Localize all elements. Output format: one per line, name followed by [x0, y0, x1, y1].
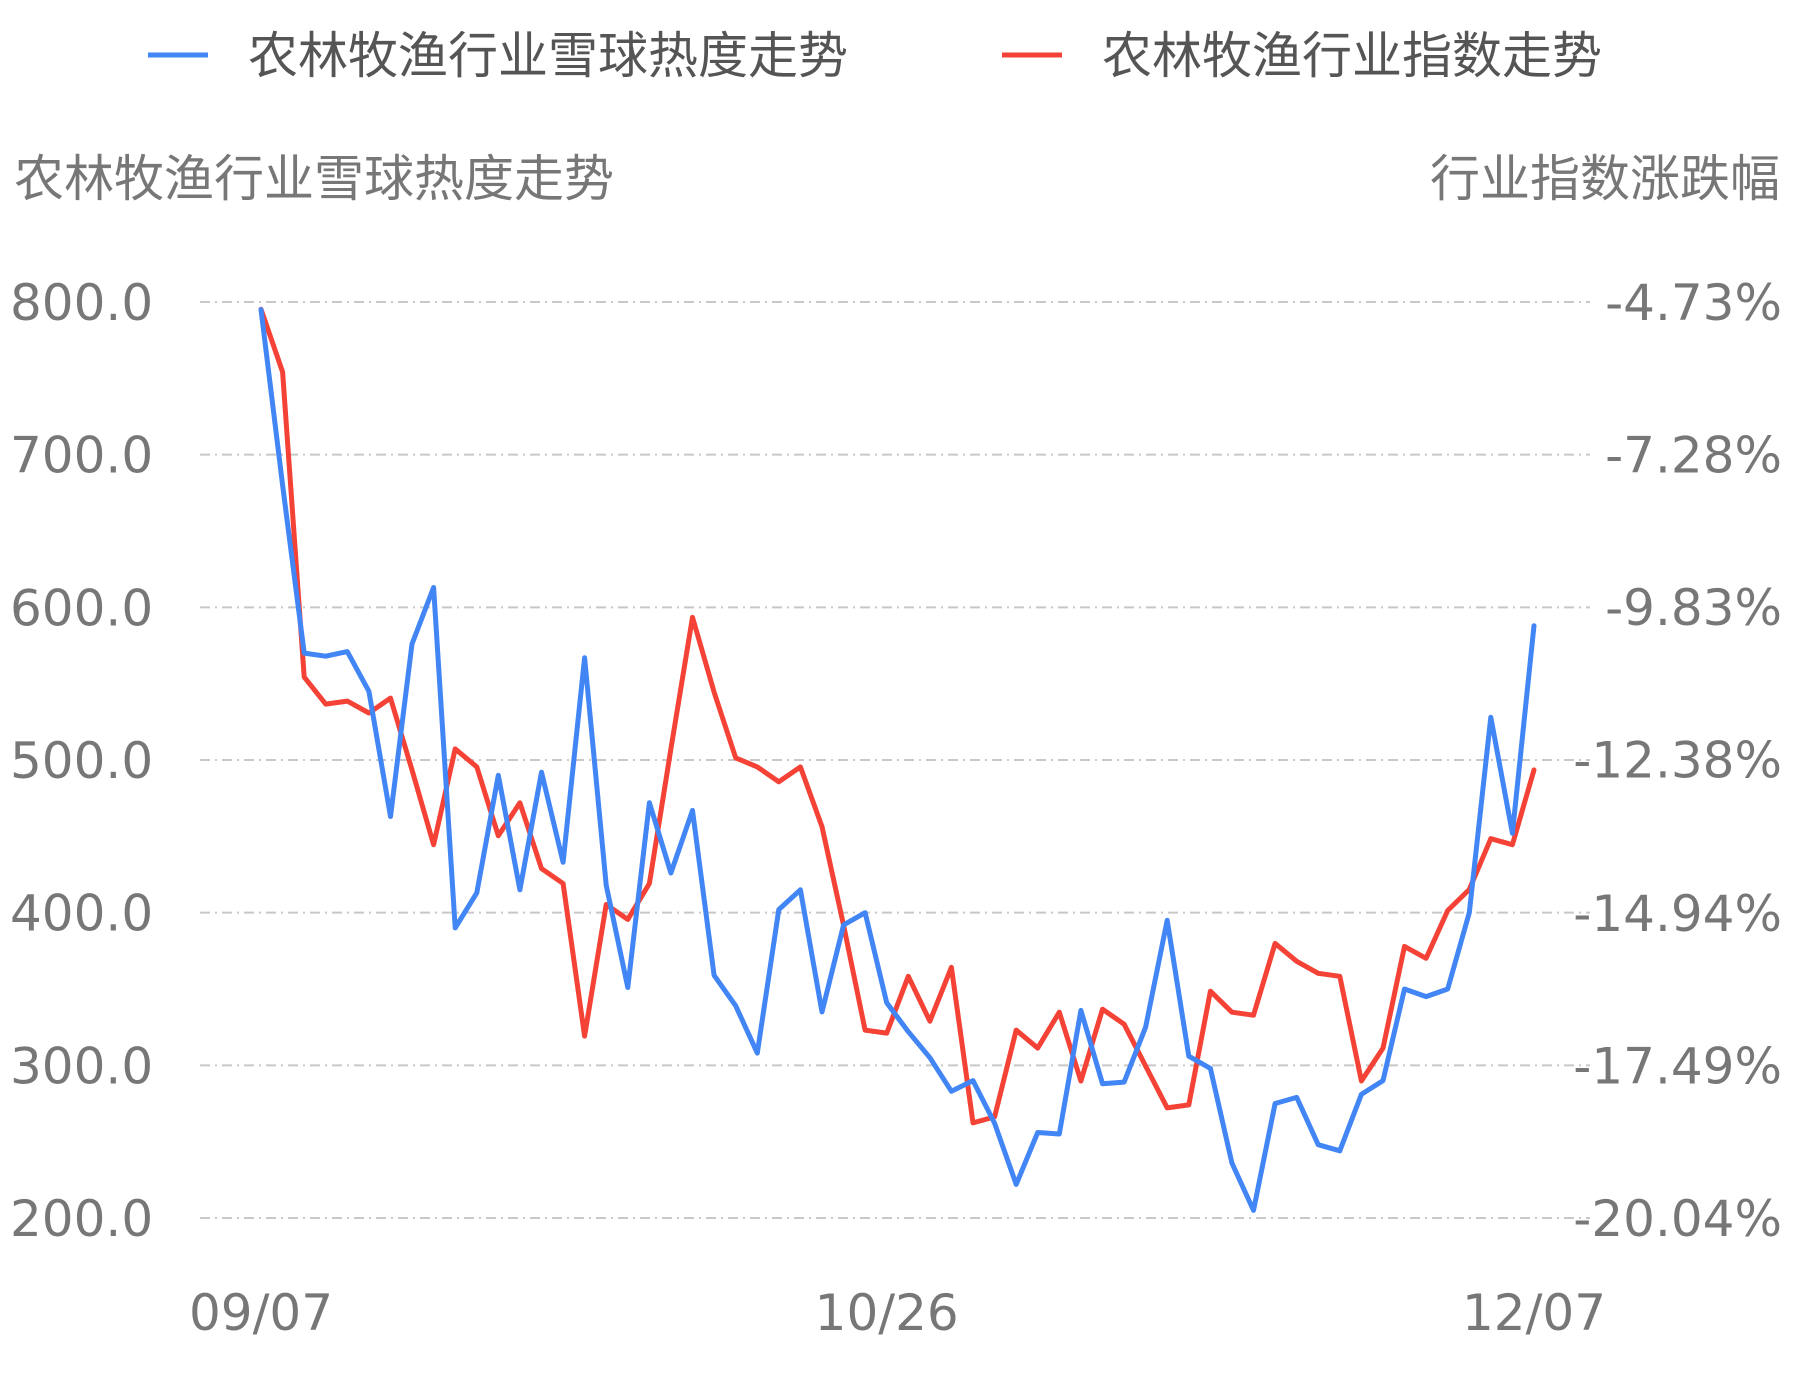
left-axis-title: 农林牧渔行业雪球热度走势	[14, 150, 614, 208]
right-tick-label: -7.28%	[1605, 427, 1782, 485]
x-axis-ticks: 09/07 10/26 12/07	[189, 1284, 1606, 1342]
right-tick-label: -14.94%	[1573, 885, 1782, 943]
series-layer	[258, 306, 1537, 1213]
left-tick-label: 800.0	[10, 274, 153, 332]
left-tick-label: 400.0	[10, 885, 153, 943]
legend: 农林牧渔行业雪球热度走势 农林牧渔行业指数走势	[148, 27, 1602, 85]
x-tick-label: 09/07	[189, 1284, 333, 1342]
x-tick-label: 10/26	[815, 1284, 959, 1342]
left-tick-label: 700.0	[10, 427, 153, 485]
right-tick-label: -12.38%	[1573, 732, 1782, 790]
right-tick-label: -9.83%	[1605, 579, 1782, 637]
legend-label-index: 农林牧渔行业指数走势	[1102, 27, 1602, 85]
series-line-index	[258, 306, 1537, 1126]
left-tick-label: 300.0	[10, 1037, 153, 1095]
right-axis-ticks: -4.73% -7.28% -9.83% -12.38% -14.94% -17.49% -…	[1573, 274, 1782, 1248]
right-axis-title: 行业指数涨跌幅	[1430, 150, 1780, 208]
right-tick-label: -17.49%	[1573, 1037, 1782, 1095]
legend-entry-heat[interactable]: 农林牧渔行业雪球热度走势	[148, 27, 848, 85]
x-tick-label: 12/07	[1462, 1284, 1606, 1342]
legend-label-heat: 农林牧渔行业雪球热度走势	[248, 27, 848, 85]
right-tick-label: -20.04%	[1573, 1190, 1782, 1248]
left-tick-label: 500.0	[10, 732, 153, 790]
legend-entry-index[interactable]: 农林牧渔行业指数走势	[1002, 27, 1602, 85]
series-line-heat	[258, 307, 1537, 1213]
left-tick-label: 600.0	[10, 579, 153, 637]
right-tick-label: -4.73%	[1605, 274, 1782, 332]
left-axis-ticks: 800.0 700.0 600.0 500.0 400.0 300.0 200.0	[10, 274, 153, 1248]
left-tick-label: 200.0	[10, 1190, 153, 1248]
